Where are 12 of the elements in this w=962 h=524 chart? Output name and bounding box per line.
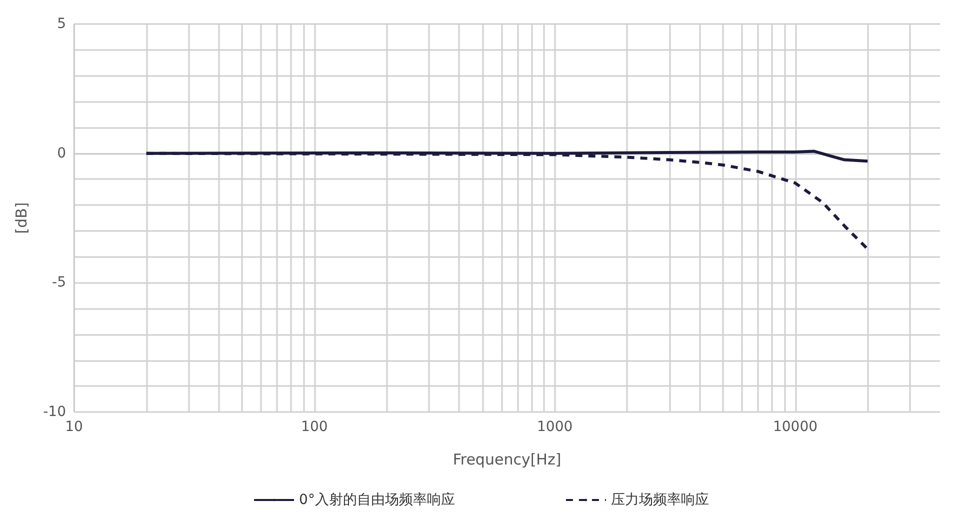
y-axis-title: [dB] [12, 202, 30, 234]
x-tick-label: 100 [301, 419, 328, 435]
x-tick-label: 10 [65, 419, 83, 435]
legend-label: 压力场频率响应 [610, 492, 709, 508]
x-tick-label: 10000 [772, 419, 818, 435]
y-tick-label: -10 [43, 404, 66, 420]
y-tick-label: 5 [57, 16, 66, 32]
legend-label: 0°入射的自由场频率响应 [299, 492, 455, 508]
x-axis-title: Frequency[Hz] [452, 450, 562, 468]
y-tick-label: 0 [57, 145, 66, 162]
x-tick-label: 1000 [537, 419, 573, 435]
y-tick-label: -5 [52, 274, 66, 291]
